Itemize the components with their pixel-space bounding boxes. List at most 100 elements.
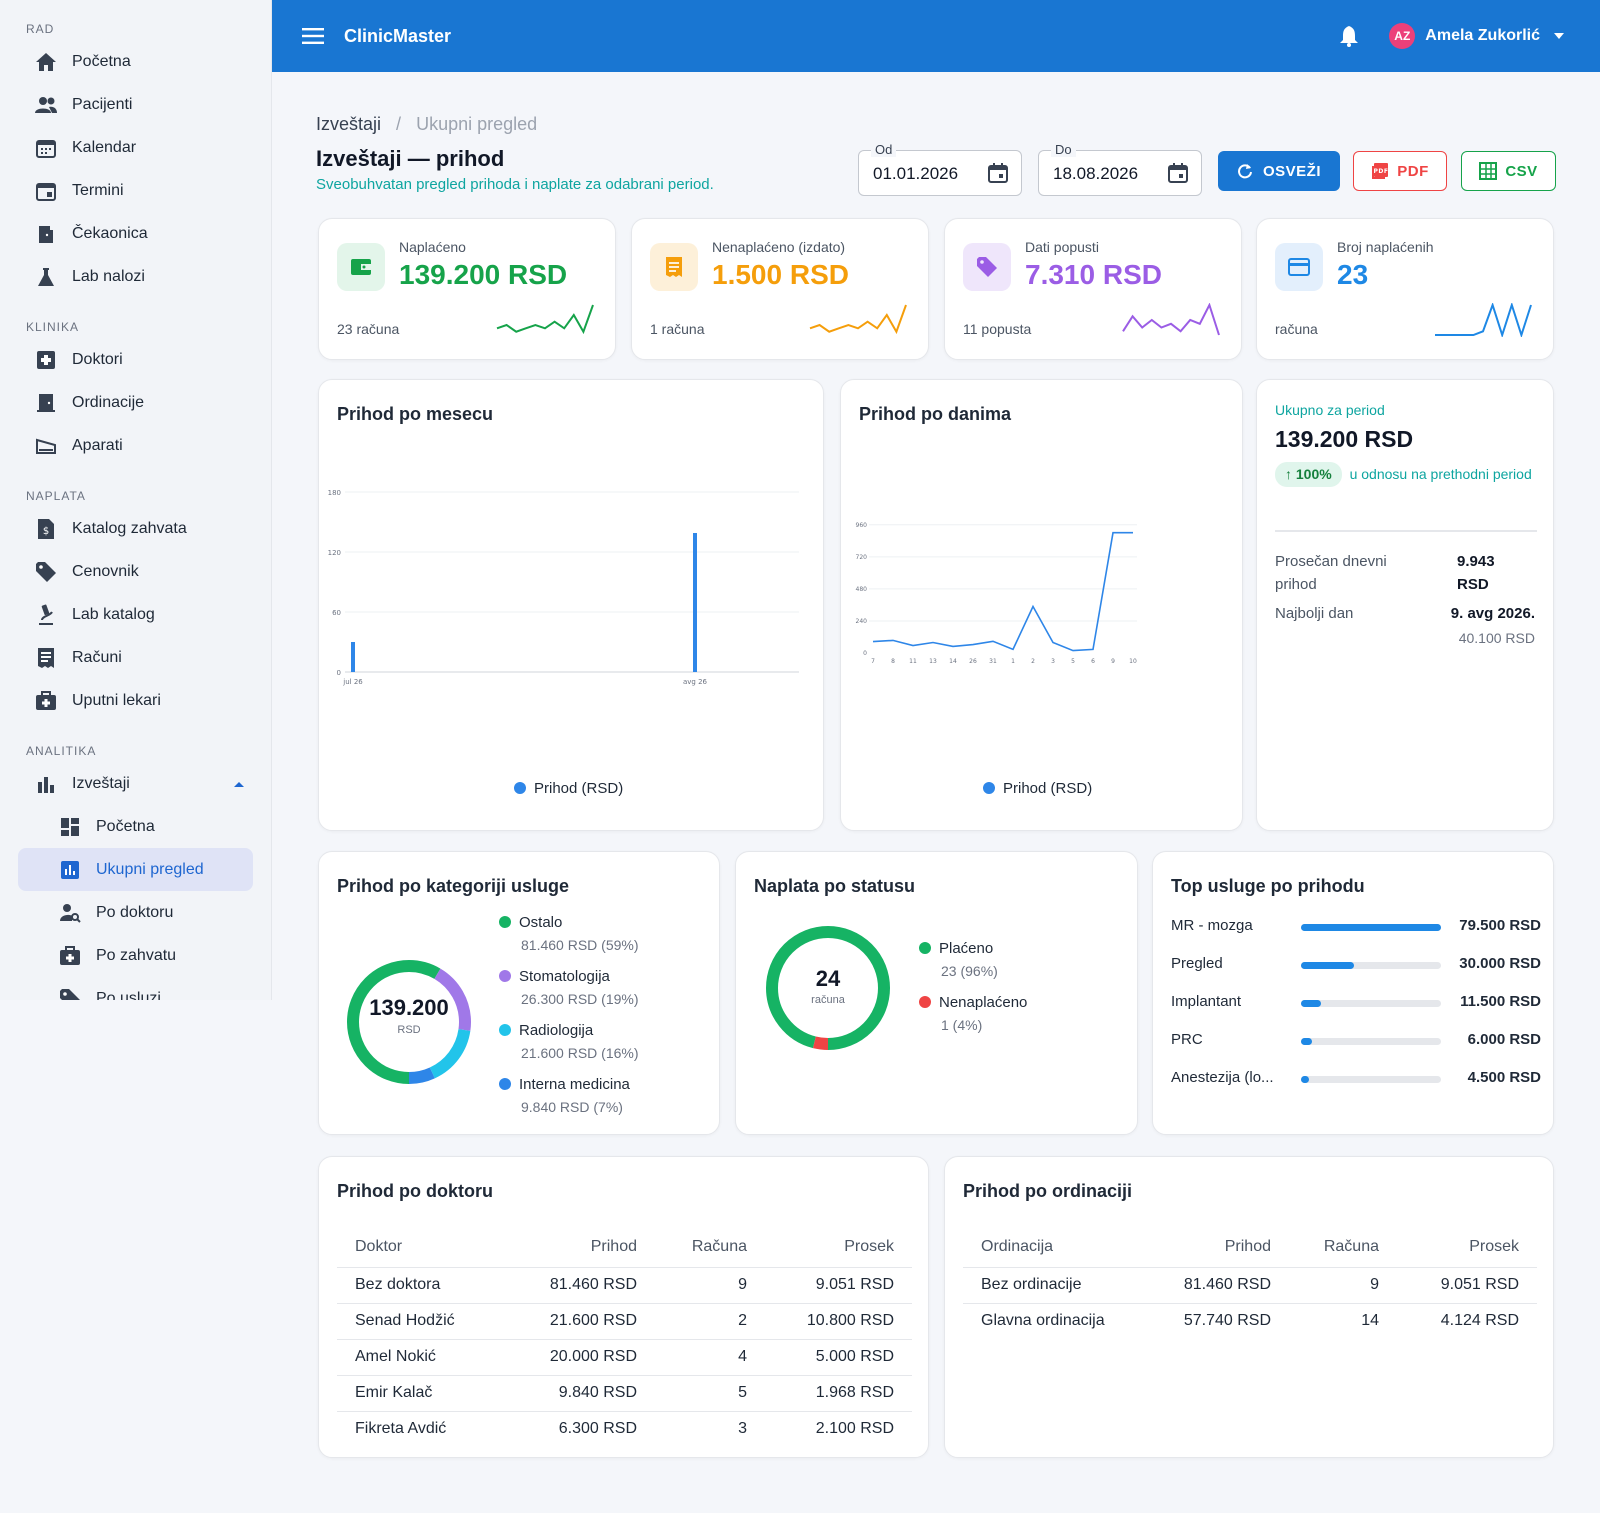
sidebar-subitem-po-zahvatu[interactable]: Po zahvatu [0,934,271,977]
sidebar-subitem-ukupni-pregled[interactable]: Ukupni pregled [18,848,253,891]
legend-item: Interna medicina 9.840 RSD (7%) [499,1076,630,1115]
bell-icon[interactable] [1339,25,1359,47]
sparkline-path [496,304,594,335]
sidebar-subitem-po-usluzi[interactable]: Po usluzi [0,977,271,1000]
csv-button[interactable]: CSV [1461,151,1556,191]
calendar-icon[interactable] [987,162,1009,189]
column-header[interactable]: Prosek [747,1227,912,1268]
sidebar-subitem-po-doktoru[interactable]: Po doktoru [0,891,271,934]
date-from-field[interactable]: Od 01.01.2026 [858,142,1022,196]
price-doc-icon: $ [34,517,58,541]
sidebar-item-termini[interactable]: Termini [0,169,271,212]
service-amount: 11.500 RSD [1460,993,1541,1010]
sidebar-item-label: Čekaonica [72,224,148,242]
column-header[interactable]: Prihod [1153,1227,1271,1268]
donut-center-value: 139.200 [369,995,449,1020]
pdf-button[interactable]: PDF PDF [1353,151,1447,191]
divider [1275,530,1537,532]
status-donut-chart [766,926,890,1050]
x-tick-label: avg 26 [683,678,708,686]
dashboard-icon [58,815,82,839]
chart-legend: Prihod (RSD) [514,780,623,797]
sidebar-item-aparati[interactable]: Aparati [0,424,271,467]
user-menu[interactable]: AZ Amela Zukorlić [1389,23,1564,49]
service-row: PRC 6.000 RSD [1171,1029,1541,1053]
legend-amount: 21.600 RSD (16%) [521,1045,639,1061]
bar-chart-icon [34,772,58,796]
sidebar-item-cekaonica[interactable]: Čekaonica [0,212,271,255]
category-donut-chart [347,960,471,1084]
legend-label: Nenaplaćeno [939,994,1028,1011]
bar [351,642,355,672]
table-row: Bez ordinacije 81.460 RSD 9 9.051 RSD [963,1267,1537,1304]
sidebar-item-cenovnik[interactable]: Cenovnik [0,550,271,593]
sidebar-item-kalendar[interactable]: Kalendar [0,126,271,169]
service-row: Pregled 30.000 RSD [1171,953,1541,977]
wallet-icon [337,243,385,291]
service-name: PRC [1171,1031,1203,1048]
card-title: Prihod po doktoru [337,1181,493,1201]
sidebar-item-label: Doktori [72,350,123,368]
sidebar-item-racuni[interactable]: Računi [0,636,271,679]
date-to-field[interactable]: Do 18.08.2026 [1038,142,1202,196]
receipt-icon [34,646,58,670]
microscope-icon [34,603,58,627]
column-header[interactable]: Ordinacija [963,1227,1153,1268]
service-amount: 79.500 RSD [1459,917,1541,934]
x-tick-label: 9 [1111,658,1115,665]
sidebar-item-lab-nalozi[interactable]: Lab nalozi [0,255,271,298]
menu-icon[interactable] [302,28,324,44]
column-header[interactable]: Doktor [337,1227,507,1268]
sidebar-item-uputni-lekari[interactable]: Uputni lekari [0,679,271,722]
legend-item: Nenaplaćeno 1 (4%) [919,994,1027,1033]
medkit-icon [58,944,82,968]
sidebar-item-label: Cenovnik [72,562,139,580]
x-tick-label: 6 [1091,658,1095,665]
report-icon [58,858,82,882]
kpi-value: 7.310 RSD [1025,259,1162,290]
breadcrumb-separator: / [396,114,402,134]
sidebar-item-lab-katalog[interactable]: Lab katalog [0,593,271,636]
app-name[interactable]: ClinicMaster [344,25,452,46]
column-header[interactable]: Prihod [507,1227,637,1268]
table-cell: 5 [637,1375,747,1412]
legend-label: Ostalo [519,914,563,931]
legend-item: Radiologija 21.600 RSD (16%) [499,1022,639,1061]
table-cell: 5.000 RSD [747,1339,912,1376]
sidebar-subitem-pocetna[interactable]: Početna [0,805,271,848]
sparkline-path [1122,303,1220,336]
column-header[interactable]: Prosek [1379,1227,1537,1268]
table-row: Bez doktora 81.460 RSD 9 9.051 RSD [337,1267,912,1304]
legend-dot [499,1024,511,1036]
legend-dot [919,996,931,1008]
sidebar-item-izvestaji[interactable]: Izveštaji [0,762,271,805]
sidebar-item-katalog-zahvata[interactable]: $ Katalog zahvata [0,507,271,550]
x-tick-label: 10 [1129,658,1137,665]
date-from-value[interactable]: 01.01.2026 [873,164,959,183]
sidebar-item-label: Katalog zahvata [72,519,187,537]
date-to-value[interactable]: 18.08.2026 [1053,164,1139,183]
x-tick-label: 31 [989,658,997,665]
sidebar-item-pacijenti[interactable]: Pacijenti [0,83,271,126]
column-header[interactable]: Računa [637,1227,747,1268]
y-tick-label: 240 [856,618,868,625]
column-header[interactable]: Računa [1271,1227,1379,1268]
summary-value: 139.200 RSD [1275,426,1414,452]
sidebar-item-label: Po doktoru [96,903,174,921]
sidebar-item-ordinacije[interactable]: Ordinacije [0,381,271,424]
breadcrumb-root[interactable]: Izveštaji [316,114,382,134]
table-cell: 81.460 RSD [507,1267,637,1304]
sidebar-item-pocetna[interactable]: Početna [0,40,271,83]
kpi-value: 23 [1337,259,1369,290]
x-tick-label: 13 [929,658,937,665]
person-search-icon [58,901,82,925]
kpi-sub: 1 računa [650,321,705,337]
sparkline [1435,303,1532,337]
refresh-button[interactable]: OSVEŽI [1218,151,1340,191]
svg-text:PDF: PDF [1374,168,1389,175]
chevron-up-icon[interactable] [233,775,245,793]
service-bar-track [1301,1000,1441,1007]
calendar-icon[interactable] [1167,162,1189,189]
sidebar-item-doktori[interactable]: Doktori [0,338,271,381]
service-row: Implantant 11.500 RSD [1171,991,1541,1015]
